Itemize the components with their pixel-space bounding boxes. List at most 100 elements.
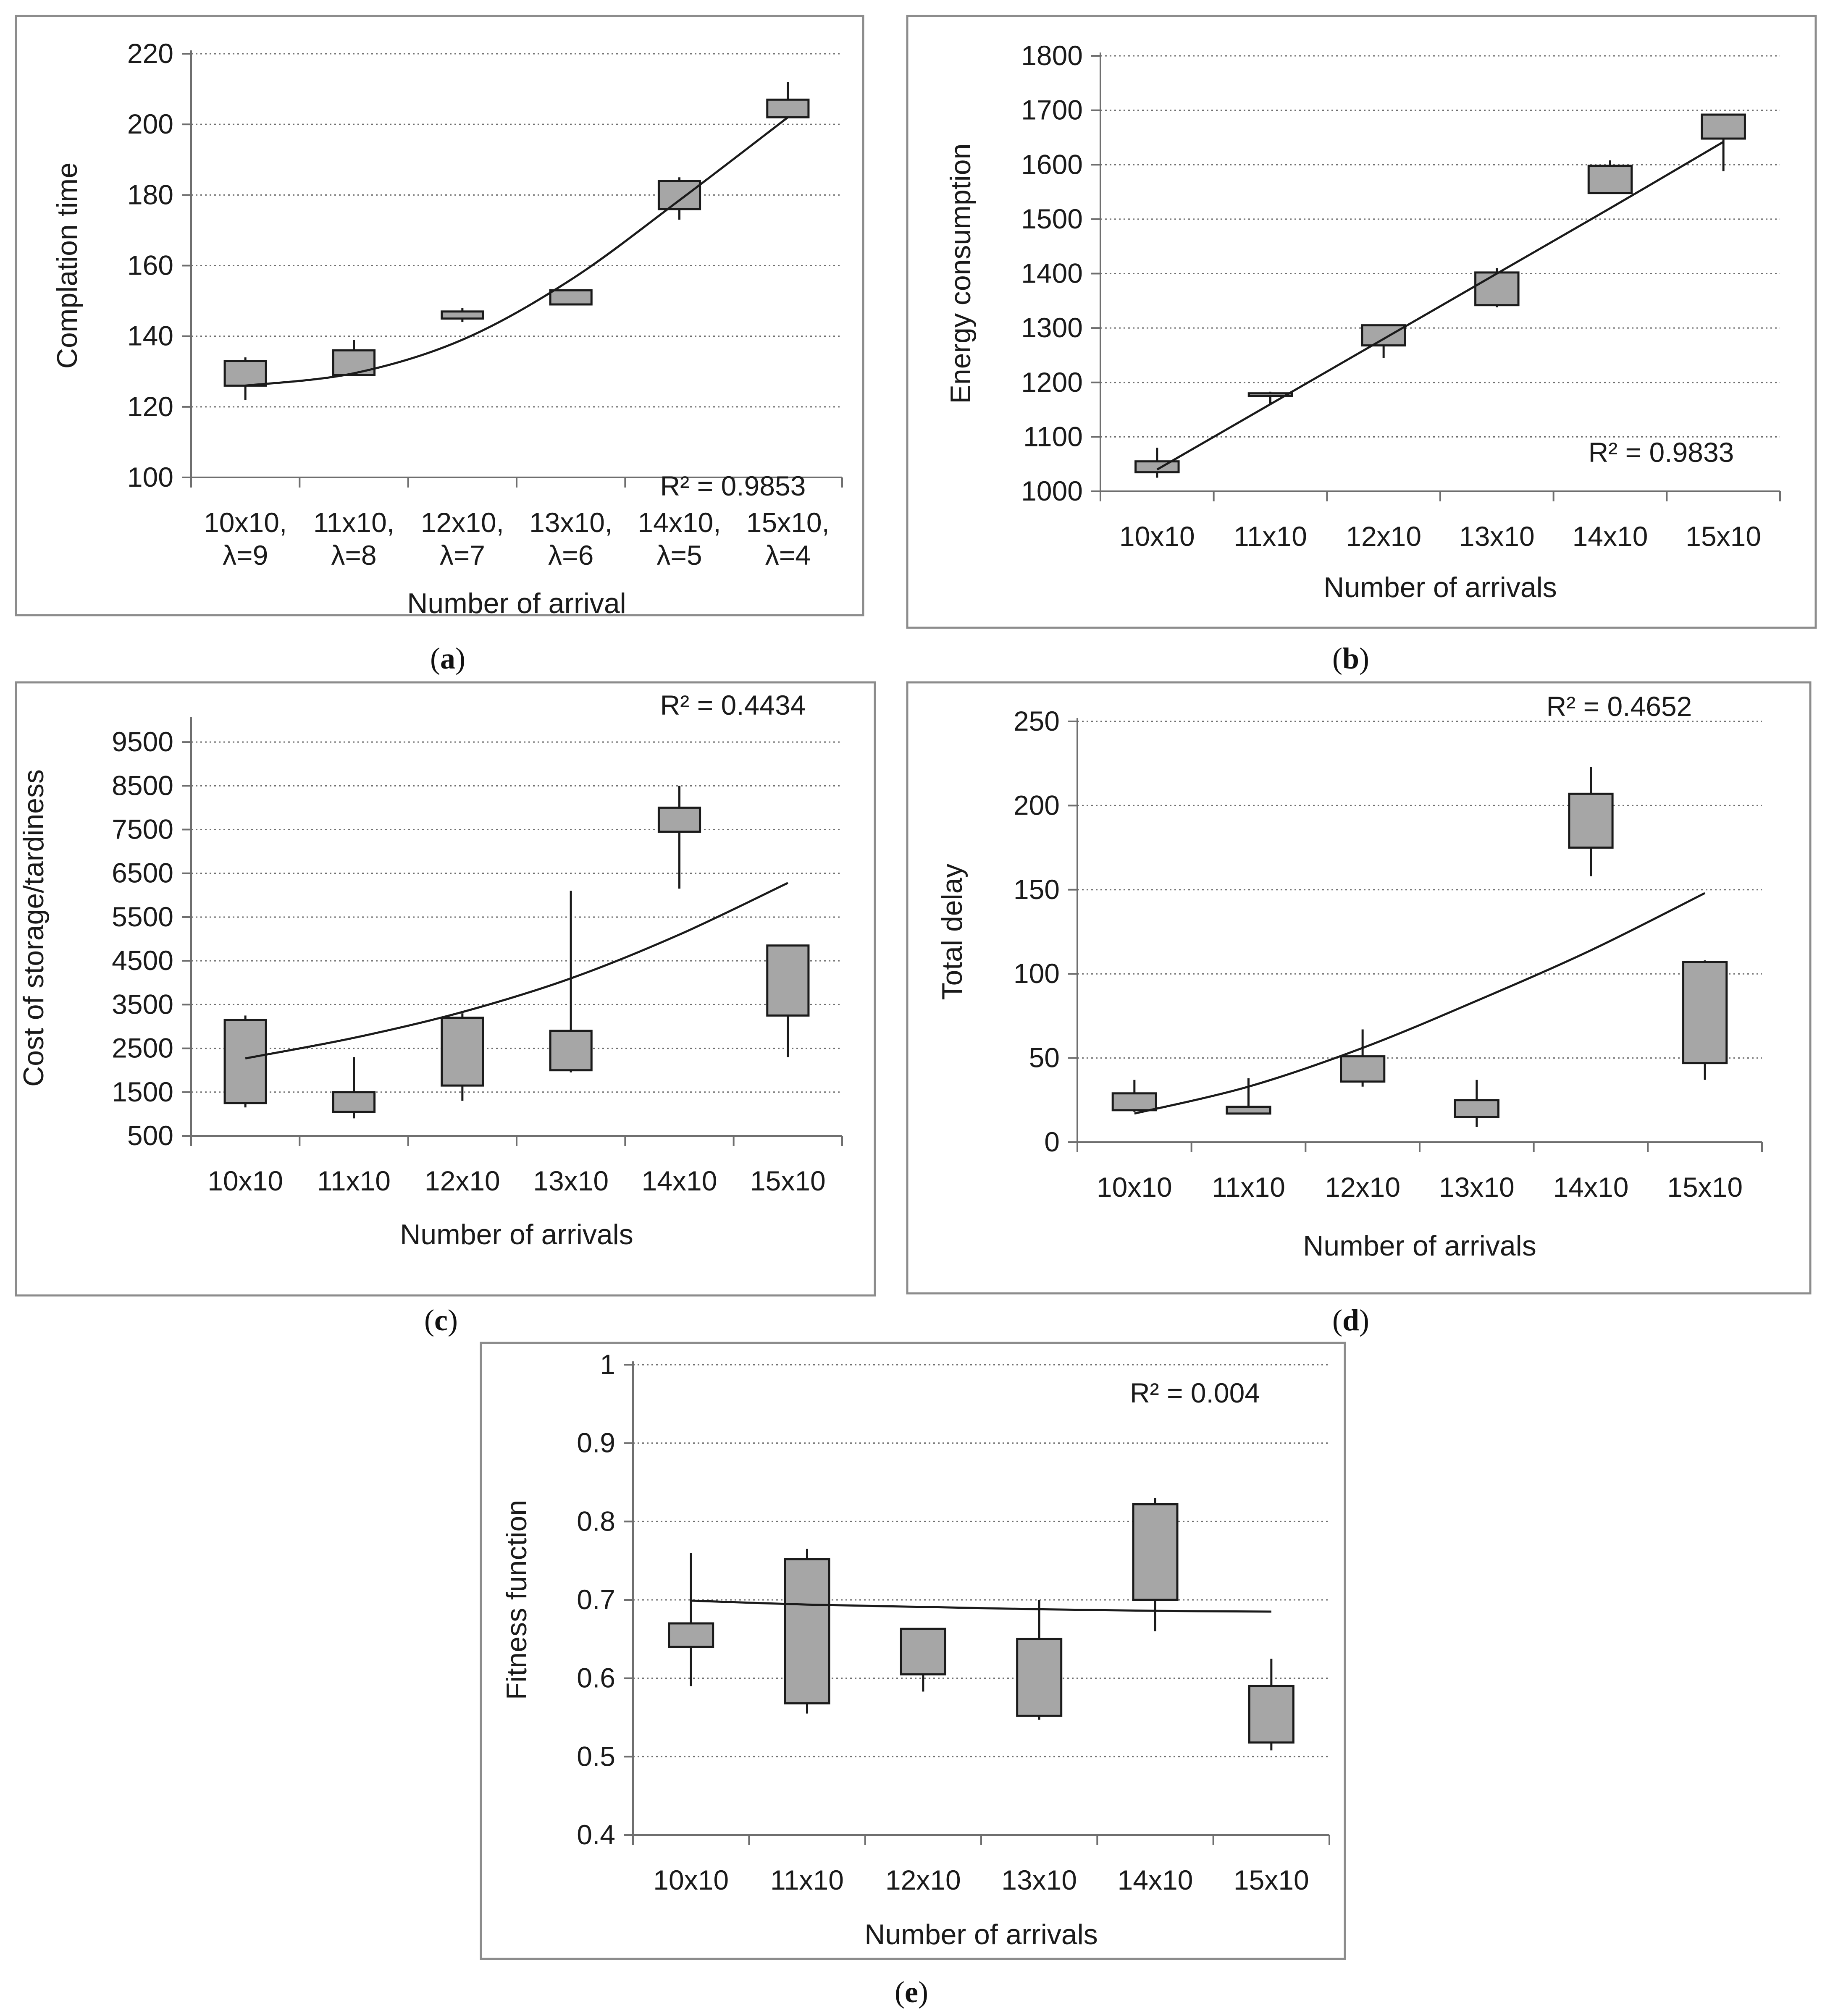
trend-line xyxy=(1134,892,1706,1115)
box-1 xyxy=(1111,1092,1157,1112)
x-tick-label: 13x10 xyxy=(1439,1172,1515,1203)
chart-panel-a: 100 120 140 160 180 200 220 10x10,λ=9 11x10,λ=8 1… xyxy=(15,15,864,675)
box-2 xyxy=(1247,392,1293,397)
chart-frame xyxy=(906,681,1812,1295)
panel-caption: (a) xyxy=(430,642,465,675)
x-tick-label: 14x10 xyxy=(1573,521,1648,552)
chart-panel-e: 0.4 0.5 0.6 0.7 0.8 0.9 1 10x10 11x10 12x10 13x10 1… xyxy=(480,1342,1346,2009)
x-tick-label: 11x10 xyxy=(1212,1172,1285,1203)
y-tick-label: 120 xyxy=(127,391,173,422)
chart-frame xyxy=(15,681,876,1297)
y-tick-label: 3500 xyxy=(112,988,173,1020)
r2-label: R² = 0.9853 xyxy=(660,470,806,501)
y-tick-label: 0.4 xyxy=(577,1819,615,1850)
x-tick-label: 13x10 xyxy=(1459,521,1535,552)
trend-line xyxy=(1156,141,1724,471)
x-tick-label: 11x10 xyxy=(317,1165,391,1196)
x-axis-title: Number of arrivals xyxy=(864,1919,1098,1950)
x-tick-label: 14x10 xyxy=(1118,1864,1193,1895)
box-4 xyxy=(549,289,593,306)
y-tick-label: 200 xyxy=(127,108,173,139)
chart-panel-b: 1000 1100 1200 1300 1400 1500 1600 1700 1800 10x1… xyxy=(906,15,1817,675)
trend-line xyxy=(245,882,788,1060)
y-tick-label: 1000 xyxy=(1021,475,1083,506)
y-tick-label: 200 xyxy=(1014,789,1060,821)
box-6 xyxy=(1248,1685,1294,1744)
r2-label: R² = 0.4434 xyxy=(660,689,806,721)
x-tick-label: 13x10, xyxy=(529,507,612,538)
r2-label: R² = 0.004 xyxy=(1130,1377,1260,1408)
r2-label: R² = 0.9833 xyxy=(1589,437,1734,468)
x-tick-label: 14x10 xyxy=(642,1165,717,1196)
box-3 xyxy=(1340,1055,1386,1083)
y-tick-label: 0.9 xyxy=(577,1427,615,1458)
x-axis-title: Number of arrival xyxy=(407,587,626,619)
x-tick-label: 12x10 xyxy=(1346,521,1421,552)
y-tick-label: 1 xyxy=(600,1349,615,1380)
x-tick-label: 12x10 xyxy=(885,1864,961,1895)
y-tick-label: 0.6 xyxy=(577,1662,615,1694)
y-tick-label: 1400 xyxy=(1021,258,1083,289)
y-tick-label: 220 xyxy=(127,38,173,69)
box-5 xyxy=(657,180,701,210)
x-tick-label: 13x10 xyxy=(533,1165,609,1196)
x-tick-label: 11x10 xyxy=(770,1864,844,1895)
box-3 xyxy=(441,310,484,320)
y-tick-label: 0.5 xyxy=(577,1741,615,1772)
x-tick-label: λ=7 xyxy=(440,540,485,571)
y-tick-label: 6500 xyxy=(112,857,173,889)
y-tick-label: 1700 xyxy=(1021,94,1083,126)
y-tick-label: 140 xyxy=(127,320,173,351)
x-tick-label: 12x10 xyxy=(1325,1172,1400,1203)
x-axis-title: Number of arrivals xyxy=(400,1219,633,1250)
x-tick-label: 10x10 xyxy=(1097,1172,1172,1203)
y-axis-title: Energy consumption xyxy=(945,144,977,404)
x-tick-label: 10x10 xyxy=(653,1864,729,1895)
box-4 xyxy=(1016,1638,1063,1717)
chart-panel-c: 500 1500 2500 3500 4500 5500 6500 7500 8500 9500 1… xyxy=(15,681,876,1337)
box-3 xyxy=(900,1628,946,1675)
x-tick-label: λ=9 xyxy=(223,540,268,571)
y-tick-label: 100 xyxy=(127,461,173,493)
y-tick-label: 9500 xyxy=(112,726,173,757)
y-tick-label: 0 xyxy=(1044,1126,1060,1157)
x-tick-label: 10x10, xyxy=(204,507,287,538)
x-tick-label: λ=6 xyxy=(548,540,593,571)
y-tick-label: 1500 xyxy=(112,1076,173,1107)
box-4 xyxy=(1454,1099,1499,1118)
box-6 xyxy=(766,944,810,1017)
y-tick-label: 5500 xyxy=(112,901,173,932)
panel-caption: (b) xyxy=(1332,642,1369,675)
y-tick-label: 500 xyxy=(127,1120,173,1151)
y-axis-title: Cost of storage/tardiness xyxy=(18,769,50,1087)
box-5 xyxy=(1132,1503,1179,1601)
x-tick-label: 13x10 xyxy=(1001,1864,1077,1895)
y-tick-label: 250 xyxy=(1014,705,1060,737)
y-axis-title: Complation time xyxy=(51,163,83,369)
box-5 xyxy=(1587,165,1633,194)
x-tick-label: 15x10 xyxy=(1686,521,1761,552)
y-tick-label: 8500 xyxy=(112,770,173,801)
y-tick-label: 2500 xyxy=(112,1033,173,1064)
y-tick-label: 150 xyxy=(1014,874,1060,905)
x-tick-label: λ=8 xyxy=(331,540,376,571)
y-tick-label: 4500 xyxy=(112,945,173,976)
panel-caption: (d) xyxy=(1332,1303,1369,1337)
y-tick-label: 1500 xyxy=(1021,203,1083,234)
y-tick-label: 1200 xyxy=(1021,367,1083,398)
x-tick-label: 15x10 xyxy=(1667,1172,1743,1203)
y-tick-label: 7500 xyxy=(112,814,173,845)
box-3 xyxy=(1361,324,1406,347)
chart-frame xyxy=(906,15,1817,629)
x-tick-label: 15x10, xyxy=(746,507,830,538)
x-tick-label: 12x10, xyxy=(421,507,504,538)
x-tick-label: 12x10 xyxy=(425,1165,500,1196)
box-1 xyxy=(223,1019,267,1104)
box-4 xyxy=(1474,271,1520,307)
trend-line xyxy=(691,1599,1271,1613)
box-1 xyxy=(223,360,267,387)
r2-label: R² = 0.4652 xyxy=(1547,691,1692,722)
box-6 xyxy=(766,98,810,118)
x-tick-label: 14x10 xyxy=(1553,1172,1629,1203)
